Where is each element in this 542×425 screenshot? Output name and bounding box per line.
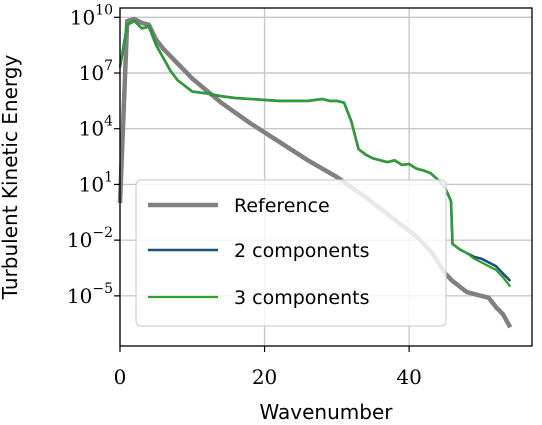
y-tick-exponent: −5 — [92, 281, 113, 297]
x-tick-label: 20 — [252, 365, 277, 389]
series-layer — [117, 16, 513, 329]
y-tick-base: 10 — [79, 117, 104, 141]
x-tick-label: 0 — [114, 365, 127, 389]
y-tick-base: 10 — [79, 61, 104, 85]
y-axis-label: Turbulent Kinetic Energy — [0, 55, 22, 301]
y-tick-exponent: 1 — [104, 169, 113, 185]
x-tick-labels: 0 20 40 — [114, 346, 422, 389]
legend: Reference 2 components 3 components — [135, 179, 447, 327]
series-line-3 — [118, 19, 512, 288]
legend-box — [135, 179, 447, 327]
y-tick-label: 10−2 — [67, 225, 113, 252]
y-tick-base: 10 — [70, 5, 95, 29]
y-tick-base: 10 — [67, 284, 92, 308]
plot-frame — [119, 7, 533, 347]
legend-label: 2 components — [234, 240, 370, 262]
y-tick-exponent: 7 — [104, 58, 113, 74]
y-tick-exponent: 4 — [104, 114, 113, 130]
legend-label: Reference — [234, 195, 330, 217]
y-tick-exponent: 10 — [95, 2, 113, 18]
y-tick-base: 10 — [67, 228, 92, 252]
y-tick-label: 101 — [79, 169, 113, 196]
y-tick-base: 10 — [79, 172, 104, 196]
y-tick-label: 1010 — [70, 2, 113, 29]
y-tick-label: 107 — [79, 58, 113, 85]
x-tick-label: 40 — [396, 365, 421, 389]
y-tick-label: 104 — [79, 114, 113, 141]
legend-label: 3 components — [234, 287, 370, 309]
y-tick-label: 10−5 — [67, 281, 113, 308]
y-tick-exponent: −2 — [92, 225, 113, 241]
x-axis-label: Wavenumber — [260, 400, 394, 424]
